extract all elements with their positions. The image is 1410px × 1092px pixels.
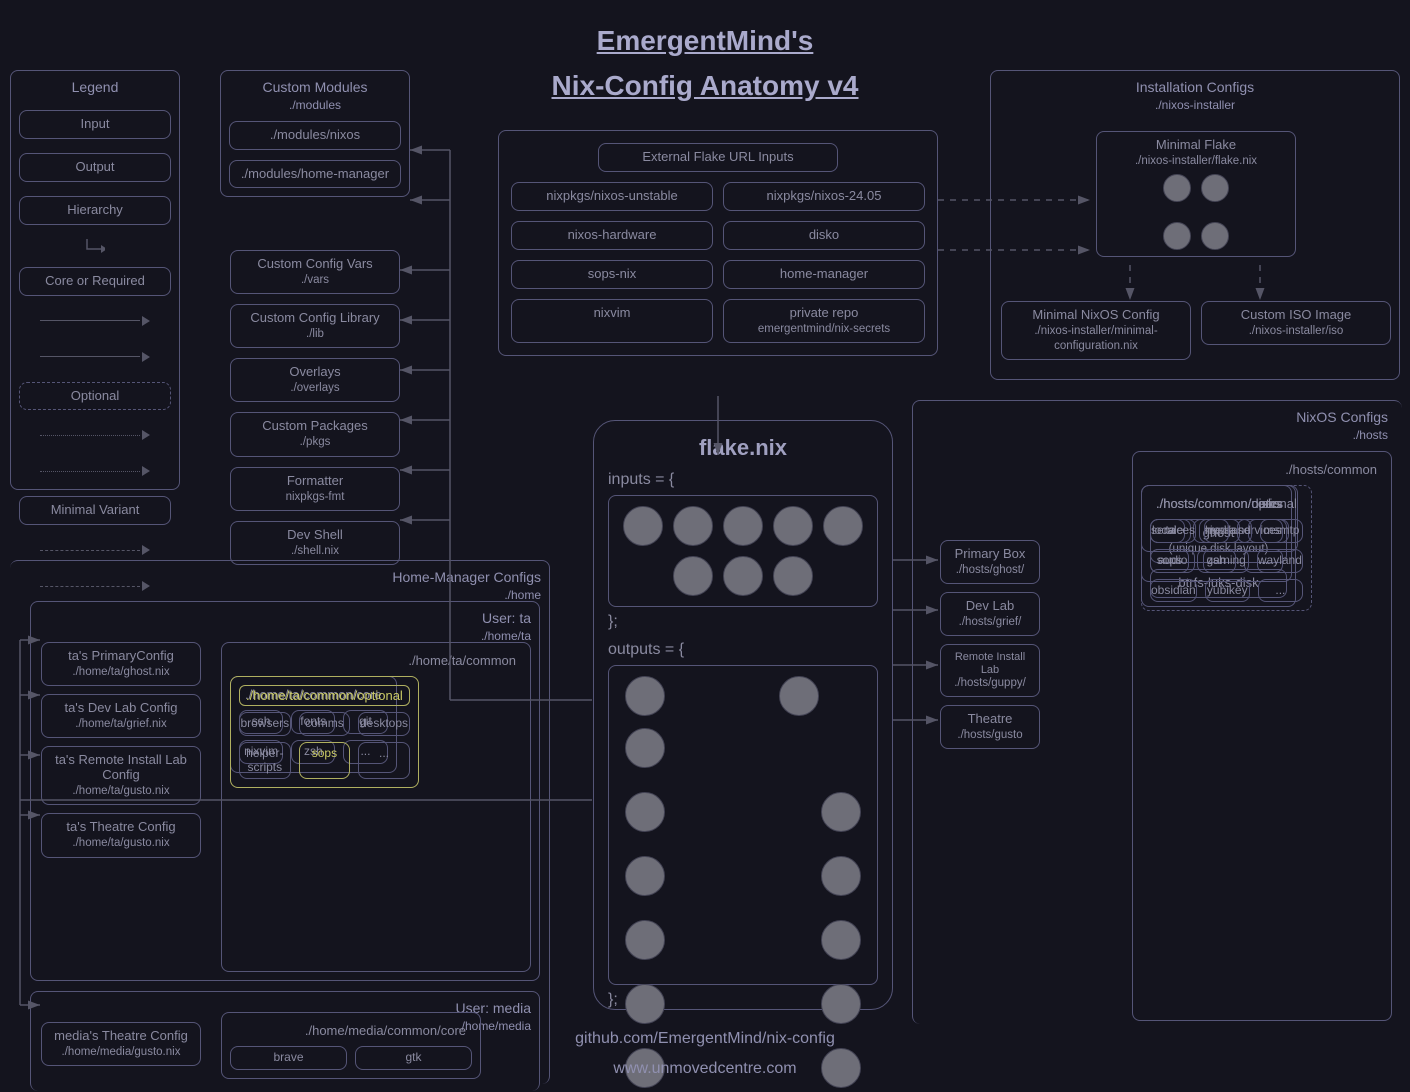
hm-title: Home-Manager Configs [392, 569, 541, 585]
cm-hm: ./modules/home-manager [229, 160, 401, 189]
chip: sops [299, 742, 351, 780]
flake-close1: }; [602, 613, 884, 631]
chip: brave [230, 1046, 347, 1070]
chip: gtk [355, 1046, 472, 1070]
custom-modules-panel: Custom Modules ./modules ./modules/nixos… [220, 70, 410, 197]
media-host: media's Theatre Config./home/media/gusto… [41, 1022, 201, 1066]
ta-opt-hdr: ./home/ta/common/optional [239, 685, 410, 706]
flake-inputs-lbl: inputs = { [602, 471, 884, 489]
node-overlays: Overlays./overlays [230, 358, 400, 402]
ext-flake-item: nixvim [511, 299, 713, 343]
chip: gaming [1203, 549, 1248, 573]
ta-host-config: ta's Remote Install Lab Config./home/ta/… [41, 746, 201, 805]
node-lib: Custom Config Library./lib [230, 304, 400, 348]
ta-host-config: ta's Dev Lab Config./home/ta/grief.nix [41, 694, 201, 738]
install-iso: Custom ISO Image./nixos-installer/iso [1201, 301, 1391, 345]
chip: yubikey [1205, 579, 1250, 603]
chip: desktops [358, 712, 410, 736]
title-line1: EmergentMind's [597, 25, 814, 57]
user-ta-s: ./home/ta [481, 629, 531, 643]
chip: wayland [1257, 549, 1303, 573]
install-panel: Installation Configs ./nixos-installer M… [990, 70, 1400, 380]
legend-core: Core or Required [19, 267, 171, 296]
legend-hierarchy: Hierarchy [19, 196, 171, 225]
legend-output: Output [19, 153, 171, 182]
ext-flake-item: disko [723, 221, 925, 250]
media-core-hdr: ./home/media/common/core [230, 1021, 472, 1040]
chip: ... [1258, 579, 1303, 603]
node-pkgs: Custom Packages./pkgs [230, 412, 400, 456]
user-ta-t: User: ta [482, 610, 531, 626]
chip: msmtp [1260, 519, 1303, 543]
legend-input: Input [19, 110, 171, 139]
legend-optional: Optional [19, 382, 171, 411]
chip: helper-scripts [239, 742, 291, 780]
cm-sub: ./modules [289, 98, 341, 112]
ext-flake-item: home-manager [723, 260, 925, 289]
ext-flake-panel: External Flake URL Inputs nixpkgs/nixos-… [498, 130, 938, 356]
footer-site: www.unmovedcentre.com [613, 1060, 796, 1078]
ext-flake-item: nixpkgs/nixos-24.05 [723, 182, 925, 211]
ext-flake-item: nixpkgs/nixos-unstable [511, 182, 713, 211]
chip: services [1150, 519, 1196, 543]
hm-panel: Home-Manager Configs ./home User: ta ./h… [10, 560, 550, 1084]
flake-title: flake.nix [602, 435, 884, 461]
chip: hyprland [1204, 519, 1252, 543]
chip: obsidian [1150, 579, 1197, 603]
hm-sub: ./home [504, 588, 541, 602]
legend-panel: Legend Input Output Hierarchy Core or Re… [10, 70, 180, 490]
install-sub: ./nixos-installer [1155, 98, 1235, 112]
hosts-common: ./hosts/common [1141, 460, 1383, 479]
opt-hdr: ./hosts/common/optional [1150, 494, 1303, 513]
title-line2: Nix-Config Anatomy v4 [552, 70, 859, 102]
chip: browsers [239, 712, 291, 736]
ta-host-config: ta's Theatre Config./home/ta/gusto.nix [41, 813, 201, 857]
node-shell: Dev Shell./shell.nix [230, 521, 400, 565]
ext-flake-item: nixos-hardware [511, 221, 713, 250]
ext-flake-item: private repoemergentmind/nix-secrets [723, 299, 925, 343]
cm-nixos: ./modules/nixos [229, 121, 401, 150]
ta-host-config: ta's PrimaryConfig./home/ta/ghost.nix [41, 642, 201, 686]
install-title: Installation Configs [1136, 79, 1254, 95]
install-minflake: Minimal Flake./nixos-installer/flake.nix [1096, 131, 1296, 257]
nixos-title: NixOS Configs [1296, 409, 1388, 425]
legend-title: Legend [19, 79, 171, 96]
cm-title: Custom Modules [262, 79, 367, 95]
legend-minimal: Minimal Variant [19, 496, 171, 525]
flake-panel: flake.nix inputs = { }; outputs = { }; [593, 420, 893, 1010]
ta-common: ./home/ta/common [230, 651, 522, 670]
node-fmt: Formatternixpkgs-fmt [230, 467, 400, 511]
ext-flake-item: sops-nix [511, 260, 713, 289]
flake-outputs-lbl: outputs = { [602, 641, 884, 659]
nixos-sub: ./hosts [1353, 428, 1388, 442]
nixos-panel: NixOS Configs ./hosts ./hosts/common ./h… [912, 400, 1402, 1024]
chip: ... [358, 742, 410, 780]
footer-gh: github.com/EmergentMind/nix-config [575, 1030, 835, 1048]
node-vars: Custom Config Vars./vars [230, 250, 400, 294]
chip: audio [1150, 549, 1195, 573]
ext-flake-title: External Flake URL Inputs [598, 143, 838, 172]
install-mincfg: Minimal NixOS Config./nixos-installer/mi… [1001, 301, 1191, 360]
chip: comms [299, 712, 351, 736]
